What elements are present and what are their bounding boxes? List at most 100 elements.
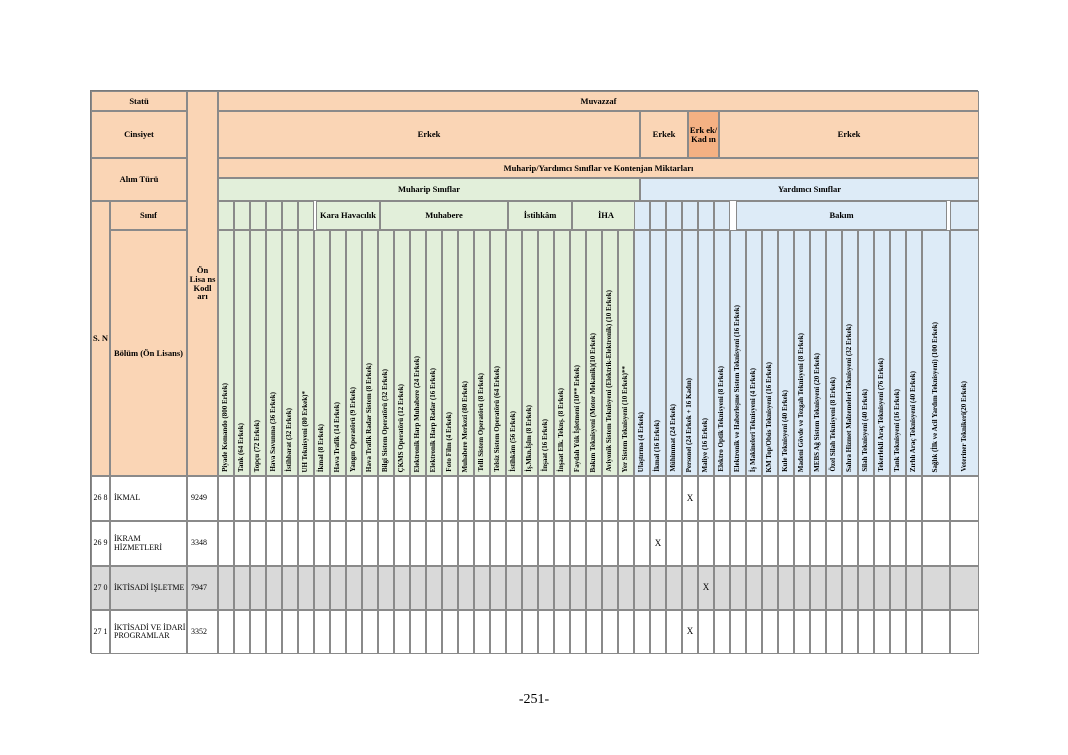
table-cell <box>362 610 378 654</box>
column-header-label: Veteriner Teknikeri(20 Erkek) <box>959 381 968 472</box>
table-cell <box>950 521 979 566</box>
row-mark: X <box>650 521 666 566</box>
table-cell <box>442 521 458 566</box>
column-group-spacer <box>650 201 666 230</box>
table-cell <box>538 521 554 566</box>
table-cell <box>522 610 538 654</box>
column-group-spacer <box>666 201 682 230</box>
table-cell <box>778 476 794 521</box>
table-cell <box>730 610 746 654</box>
column-header: Hava Trafik Radar Sistem (8 Erkek) <box>362 230 378 476</box>
column-header-label: Topçu (72 Erkek) <box>253 419 262 472</box>
column-header: Muhabere Merkezi (80 Erkek) <box>458 230 474 476</box>
table-cell <box>762 476 778 521</box>
column-header: Yangın Operatörü (9 Erkek) <box>346 230 362 476</box>
column-group-spacer <box>234 201 250 230</box>
column-header: Foto Film (4 Erkek) <box>442 230 458 476</box>
column-header-label: İş Makineleri Teknisyeni (4 Erkek) <box>749 367 758 472</box>
column-header: Zırhlı Araç Teknisyeni (40 Erkek) <box>906 230 922 476</box>
row-bolum: İKTİSADİ İŞLETME <box>110 566 187 610</box>
column-header-label: İstihbarat (32 Erkek) <box>285 408 294 472</box>
column-header: ÇKMS Operatörü (12 Erkek) <box>394 230 410 476</box>
table-cell <box>682 521 698 566</box>
column-header: Madeni Gövde ve Tezgah Teknisyeni (8 Erk… <box>794 230 810 476</box>
table-cell <box>714 566 730 610</box>
table-cell <box>250 610 266 654</box>
column-header-label: Sağlık (İlk ve Acil Yardım Teknisyeni) (… <box>931 321 940 472</box>
column-header: Bilgi Sistem Operatörü (32 Erkek) <box>378 230 394 476</box>
table-cell <box>666 521 682 566</box>
muharip-header: Muharip Sınıflar <box>218 178 640 201</box>
table-cell <box>810 521 826 566</box>
column-header-label: Mühimmat (24 Erkek) <box>669 404 678 472</box>
table-cell <box>426 476 442 521</box>
table-cell <box>346 521 362 566</box>
table-cell <box>234 566 250 610</box>
table-cell <box>602 476 618 521</box>
table-cell <box>650 476 666 521</box>
table-cell <box>842 521 858 566</box>
table-cell <box>586 610 602 654</box>
column-header: Topçu (72 Erkek) <box>250 230 266 476</box>
table-cell <box>330 521 346 566</box>
table-cell <box>266 566 282 610</box>
row-kod: 9249 <box>187 476 218 521</box>
column-header-label: İş.Mkn.İşlm (8 Erkek) <box>525 405 534 472</box>
table-cell <box>218 521 234 566</box>
table-cell <box>618 610 634 654</box>
table-cell <box>282 610 298 654</box>
table-cell <box>746 610 762 654</box>
column-header-label: Hava Trafik (14 Erkek) <box>333 401 342 472</box>
onlisans-header: Ön Lisa ns Kodl arı <box>187 91 218 476</box>
table-cell <box>666 610 682 654</box>
table-cell <box>490 521 506 566</box>
column-header-label: Tekerlekli Araç Teknisyeni (76 Erkek) <box>877 358 886 472</box>
table-cell <box>282 521 298 566</box>
row-sn: 27 0 <box>91 566 110 610</box>
table-cell <box>890 610 906 654</box>
table-cell <box>394 476 410 521</box>
column-header-label: Tank Teknisyeni (16 Erkek) <box>893 389 902 472</box>
column-header: KM Top/Obüs Teknisyeni (16 Erkek) <box>762 230 778 476</box>
table-cell <box>858 476 874 521</box>
column-header-label: KM Top/Obüs Teknisyeni (16 Erkek) <box>765 361 774 472</box>
table-cell <box>906 610 922 654</box>
table-cell <box>362 521 378 566</box>
column-group-spacer <box>682 201 698 230</box>
table-cell <box>378 566 394 610</box>
column-header: Mühimmat (24 Erkek) <box>666 230 682 476</box>
column-header-label: Personel (24 Erkek + 16 Kadın) <box>685 377 694 472</box>
table-cell <box>650 610 666 654</box>
table-cell <box>234 476 250 521</box>
table-cell <box>922 476 950 521</box>
table-cell <box>730 566 746 610</box>
table-cell <box>570 476 586 521</box>
table-cell <box>826 610 842 654</box>
column-header: Elektronik Harp Radar (16 Erkek) <box>426 230 442 476</box>
column-header: İnşaat (16 Erkek) <box>538 230 554 476</box>
table-cell <box>330 566 346 610</box>
column-header-label: Maliye (16 Erkek) <box>701 417 710 472</box>
column-header: Yer Sistem Teknisyeni (10 Erkek)** <box>618 230 634 476</box>
column-header-label: Yer Sistem Teknisyeni (10 Erkek)** <box>621 365 630 472</box>
column-header: Elektronik Harp Muhabere (24 Erkek) <box>410 230 426 476</box>
table-cell <box>234 521 250 566</box>
column-header-label: UH Teknisyeni (80 Erkek)* <box>301 390 310 473</box>
table-cell <box>218 566 234 610</box>
table-cell <box>506 476 522 521</box>
column-header-label: Hava Trafik Radar Sistem (8 Erkek) <box>365 362 374 472</box>
table-cell <box>634 476 650 521</box>
table-cell <box>826 476 842 521</box>
table-cell <box>890 566 906 610</box>
table-cell <box>538 566 554 610</box>
muvazzaf-label: Muvazzaf <box>218 91 979 111</box>
column-header: Telli Sistem Operatörü (8 Erkek) <box>474 230 490 476</box>
statu-label: Statü <box>91 91 187 111</box>
table-cell <box>634 521 650 566</box>
column-header: Tekerlekli Araç Teknisyeni (76 Erkek) <box>874 230 890 476</box>
table-cell <box>778 566 794 610</box>
column-header-label: İkmal (8 Erkek) <box>317 423 326 472</box>
table-cell <box>250 476 266 521</box>
table-cell <box>266 521 282 566</box>
table-cell <box>538 610 554 654</box>
